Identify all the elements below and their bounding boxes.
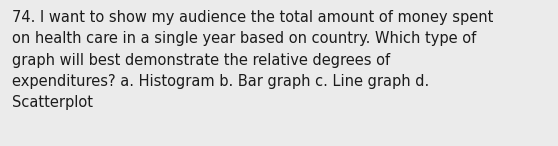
Text: 74. I want to show my audience the total amount of money spent
on health care in: 74. I want to show my audience the total… xyxy=(12,10,494,110)
